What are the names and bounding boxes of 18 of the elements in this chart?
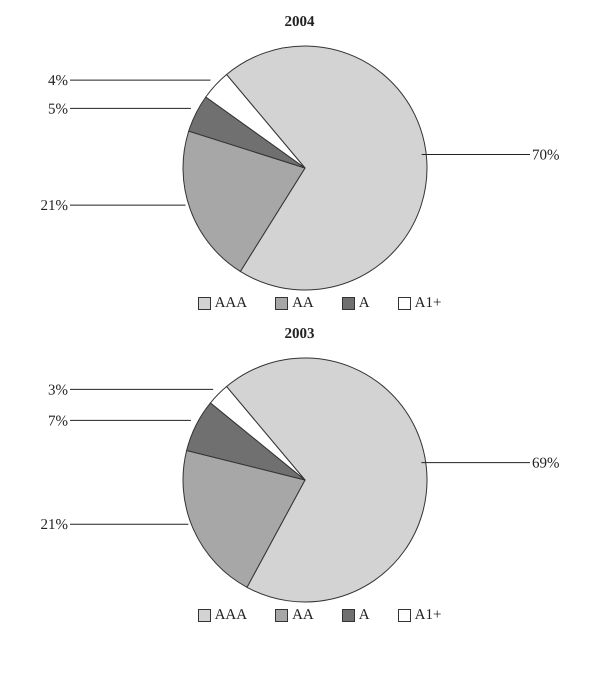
legend-label: AA [292,295,314,312]
data-label: 4% [48,73,68,90]
legend-label: AAA [214,295,248,312]
legend-label: AA [292,607,314,624]
legend-label: A1+ [414,295,442,312]
data-label: 69% [532,456,560,472]
legend-label: A [358,607,370,624]
data-label: 21% [40,198,68,214]
chart-title: 2004 [284,14,316,31]
data-label: 3% [48,382,68,398]
chart-title: 2003 [284,326,316,343]
legend-label: A1+ [414,607,442,624]
data-label: 7% [48,413,68,430]
data-label: 21% [40,517,68,534]
data-label: 5% [48,101,68,118]
legend-label: AAA [214,607,248,624]
legend-label: A [358,295,370,312]
data-label: 70% [532,147,560,164]
